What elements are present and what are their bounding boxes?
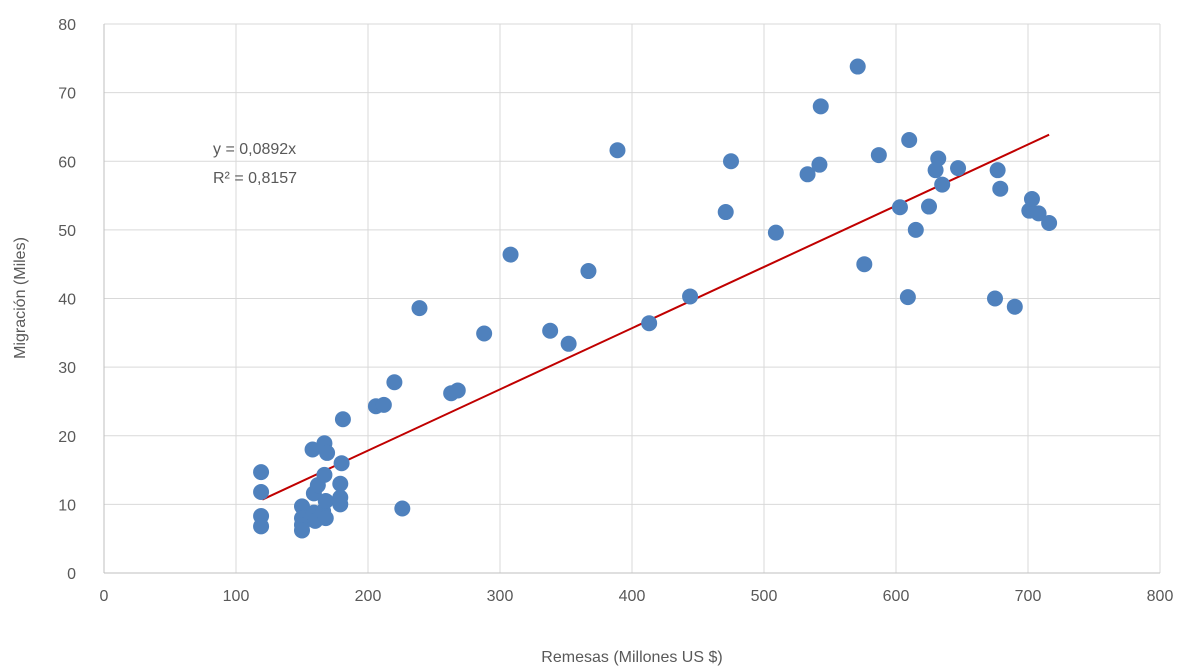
data-point bbox=[253, 518, 270, 535]
y-tick-label: 40 bbox=[58, 292, 76, 309]
data-point bbox=[449, 382, 466, 399]
trendline bbox=[261, 133, 1050, 501]
data-point bbox=[316, 466, 333, 483]
data-point bbox=[333, 455, 350, 472]
data-point bbox=[394, 500, 411, 517]
axes bbox=[103, 24, 1160, 574]
x-tick-label: 700 bbox=[1015, 588, 1042, 605]
data-point bbox=[253, 464, 270, 481]
data-point bbox=[375, 396, 392, 413]
data-point bbox=[767, 224, 784, 241]
data-point bbox=[682, 288, 699, 305]
data-point bbox=[317, 510, 334, 527]
data-point bbox=[332, 496, 349, 513]
y-tick-label: 10 bbox=[58, 497, 76, 514]
data-point bbox=[934, 176, 951, 193]
data-point bbox=[870, 147, 887, 164]
data-point bbox=[930, 150, 947, 167]
data-point bbox=[950, 160, 967, 177]
y-tick-label: 30 bbox=[58, 360, 76, 377]
data-point bbox=[386, 374, 403, 391]
data-point bbox=[989, 162, 1006, 179]
data-point bbox=[334, 411, 351, 428]
data-point bbox=[542, 322, 559, 339]
data-point bbox=[992, 180, 1009, 197]
data-point bbox=[849, 58, 866, 75]
data-point bbox=[901, 131, 918, 148]
trendline-equation: y = 0,0892x bbox=[213, 141, 296, 158]
data-point bbox=[799, 166, 816, 183]
data-point bbox=[294, 522, 310, 539]
data-point bbox=[987, 290, 1003, 307]
data-point bbox=[319, 444, 336, 461]
data-point bbox=[502, 246, 519, 263]
data-point bbox=[1041, 215, 1058, 232]
data-point bbox=[560, 335, 577, 352]
x-tick-label: 600 bbox=[883, 588, 910, 605]
data-point bbox=[899, 289, 916, 306]
data-point bbox=[580, 263, 597, 280]
gridlines bbox=[104, 23, 1161, 573]
x-tick-label: 800 bbox=[1147, 588, 1174, 605]
x-tick-label: 300 bbox=[487, 588, 514, 605]
data-point bbox=[317, 492, 334, 509]
y-tick-label: 60 bbox=[58, 154, 76, 171]
data-point bbox=[1006, 298, 1023, 315]
x-tick-label: 500 bbox=[751, 588, 778, 605]
data-point bbox=[253, 484, 270, 501]
data-point bbox=[717, 204, 734, 221]
data-points bbox=[253, 58, 1058, 539]
data-point bbox=[856, 256, 873, 273]
data-point bbox=[294, 498, 310, 515]
data-point bbox=[641, 315, 658, 332]
y-tick-label: 0 bbox=[67, 566, 76, 583]
data-point bbox=[812, 98, 829, 115]
data-point bbox=[723, 153, 739, 170]
y-tick-label: 80 bbox=[58, 17, 76, 34]
y-tick-label: 70 bbox=[58, 86, 76, 103]
x-tick-label: 100 bbox=[223, 588, 250, 605]
data-point bbox=[811, 156, 828, 173]
y-tick-label: 50 bbox=[58, 223, 76, 240]
data-point bbox=[1023, 190, 1040, 207]
data-point bbox=[304, 441, 321, 458]
data-point bbox=[891, 199, 908, 216]
tick-labels: 0 100 200 300 400 500 600 700 800 0 10 20 30 40 50 60 70… bbox=[58, 17, 1173, 605]
y-tick-label: 20 bbox=[58, 429, 76, 446]
trendline-r-squared: R² = 0,8157 bbox=[213, 170, 297, 187]
y-axis-title: Migración (Miles) bbox=[12, 237, 29, 359]
x-tick-label: 0 bbox=[100, 588, 109, 605]
data-point bbox=[921, 198, 937, 215]
data-point bbox=[1030, 205, 1047, 222]
data-point bbox=[907, 221, 924, 238]
x-tick-label: 200 bbox=[355, 588, 382, 605]
x-axis-title: Remesas (Millones US $) bbox=[541, 649, 722, 666]
data-point bbox=[609, 142, 626, 159]
trendline-layer bbox=[261, 133, 1050, 501]
data-point bbox=[332, 475, 349, 492]
data-point bbox=[476, 325, 493, 342]
data-point bbox=[411, 300, 428, 317]
x-tick-label: 400 bbox=[619, 588, 646, 605]
